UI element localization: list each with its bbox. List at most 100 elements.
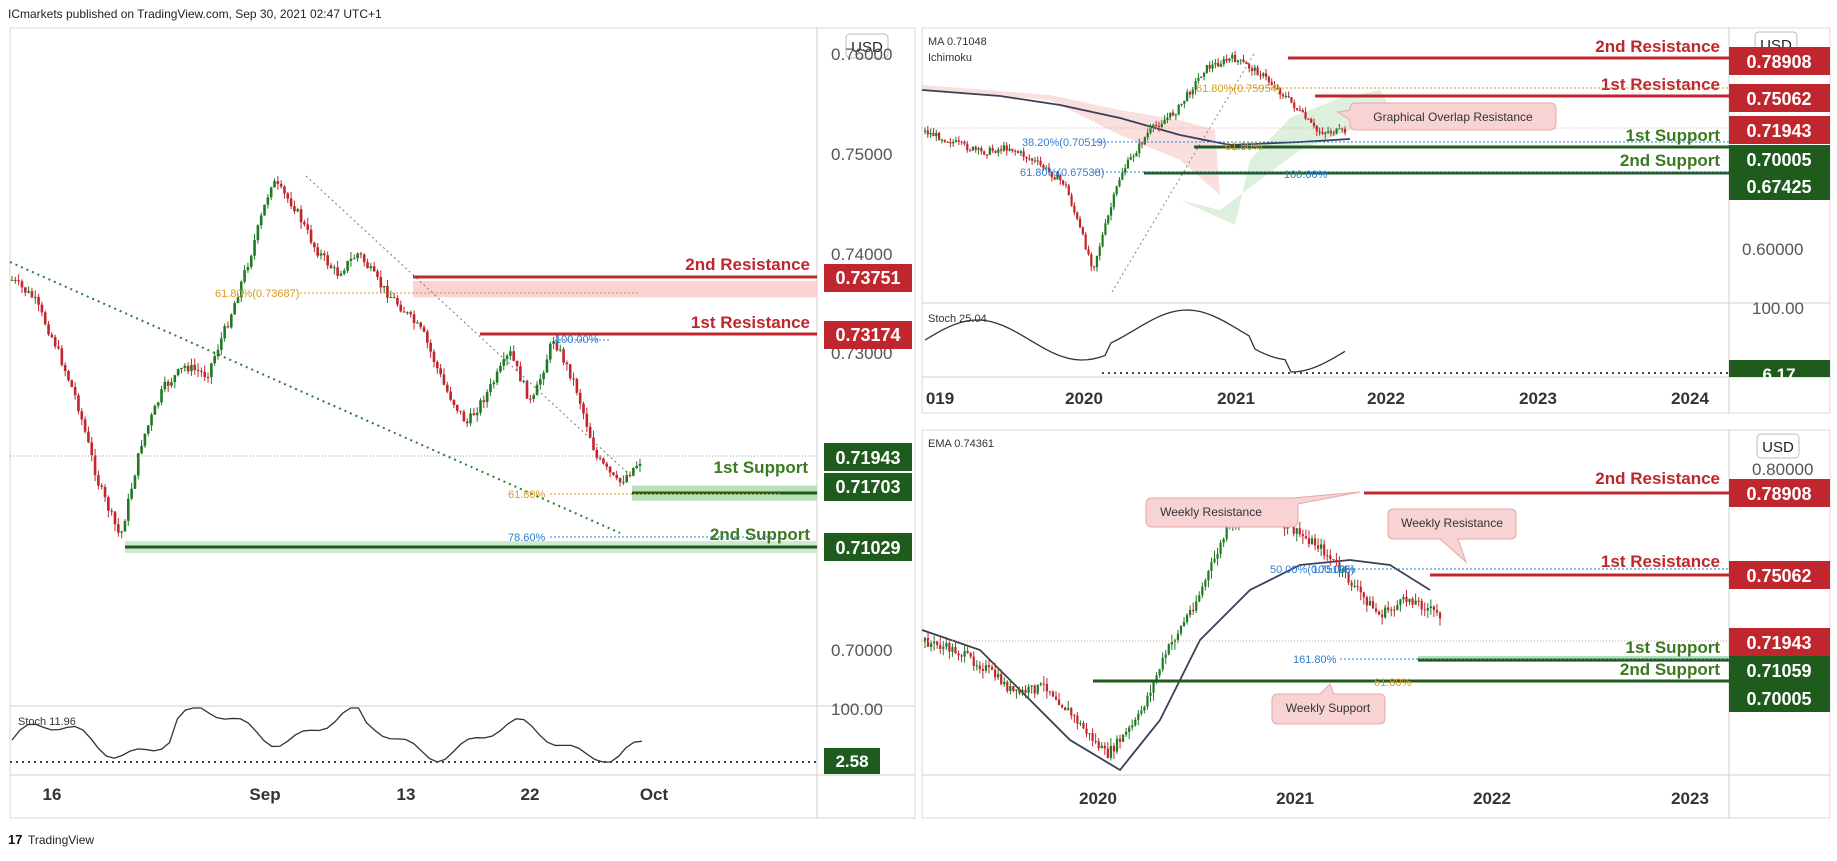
tr-candle	[1138, 143, 1141, 154]
left-date-tick: Sep	[249, 785, 280, 804]
left-osc-label: Stoch 11.96	[18, 716, 76, 728]
tr-candle	[1197, 77, 1200, 81]
left-candle	[346, 260, 349, 271]
tr-candle	[1293, 102, 1296, 109]
br-candle	[987, 665, 991, 668]
br-candle	[1310, 538, 1314, 545]
left-candle	[180, 367, 183, 370]
tr-2nd-support-price	[1729, 172, 1830, 200]
tr-candle	[1036, 160, 1039, 162]
br-candle	[1390, 609, 1393, 611]
br-candle	[1204, 580, 1207, 587]
left-candle	[622, 482, 625, 484]
left-candle	[329, 265, 333, 269]
tr-candle	[997, 149, 1000, 153]
tr-candle	[1160, 124, 1163, 128]
bottom-right-panel: EMA 0.74361 USD 0.80000 2020 2021 2022 2…	[921, 429, 1831, 819]
left-candle	[133, 475, 137, 489]
left-candle	[568, 364, 572, 379]
left-candle	[269, 187, 273, 198]
tr-candle	[949, 142, 952, 144]
br-candle	[1000, 674, 1003, 685]
left-trendline	[305, 175, 633, 478]
left-candle	[409, 312, 413, 315]
tr-candle	[991, 147, 994, 151]
left-candle	[419, 322, 422, 328]
br-candle	[1426, 608, 1429, 611]
left-currency-box[interactable]	[845, 33, 889, 59]
br-candle	[1374, 608, 1378, 612]
tr-candle	[957, 140, 960, 142]
br-candle	[1076, 715, 1079, 724]
br-candle	[1216, 553, 1219, 559]
tr-candle	[1081, 227, 1084, 235]
br-weekly-resistance-2[interactable]: Weekly Resistance	[1387, 508, 1517, 564]
tr-candle	[1341, 128, 1344, 130]
tradingview-logo: 17 TradingView	[8, 832, 94, 847]
left-osc-value: 2.58	[835, 752, 868, 771]
left-date-tick: 22	[521, 785, 540, 804]
left-candle	[233, 303, 236, 315]
left-candle	[146, 425, 150, 434]
br-candle	[1335, 559, 1338, 563]
br-candle	[1146, 695, 1149, 707]
left-candle	[123, 520, 127, 532]
br-weekly-support[interactable]: Weekly Support	[1271, 683, 1386, 725]
tr-candle	[1315, 125, 1318, 132]
left-candle	[40, 304, 44, 313]
br-weekly-resistance-1[interactable]: Weekly Resistance	[1145, 491, 1361, 528]
tr-candle	[1279, 88, 1282, 95]
br-fib-label: 50.00%(0.75195)	[1270, 564, 1354, 576]
tr-candle	[923, 130, 927, 132]
left-candle	[57, 346, 60, 349]
left-candle	[60, 348, 64, 366]
tr-candle	[1191, 89, 1194, 95]
br-1st-resistance-value: 0.75062	[1746, 566, 1811, 586]
tr-candle	[935, 132, 938, 137]
left-candle	[173, 375, 177, 383]
tr-candle	[1205, 65, 1208, 73]
br-candle	[1417, 600, 1420, 602]
left-candle	[249, 255, 253, 267]
left-candle	[309, 229, 313, 243]
left-candle	[120, 531, 123, 533]
left-candle	[376, 271, 379, 277]
tr-cloud-green	[1180, 90, 1390, 225]
left-candle	[592, 437, 595, 450]
tr-candle	[1174, 114, 1177, 116]
br-2nd-resistance-value: 0.78908	[1746, 484, 1811, 504]
br-candle	[1140, 710, 1143, 714]
left-1st-resistance-label: 1st Resistance	[691, 313, 810, 332]
left-candle	[558, 349, 562, 351]
left-candle	[615, 474, 619, 479]
left-candle	[618, 478, 622, 483]
left-candle	[489, 384, 492, 393]
tr-candle	[1329, 131, 1333, 133]
left-candle	[53, 337, 57, 347]
tr-1st-resistance-value: 0.75062	[1746, 89, 1811, 109]
tr-candle	[960, 141, 963, 143]
left-candle	[469, 413, 472, 424]
tr-candle	[1276, 88, 1279, 90]
br-candle	[1131, 725, 1134, 728]
left-osc-line	[11, 707, 643, 763]
br-candle	[1387, 607, 1390, 611]
br-candle	[1295, 528, 1298, 534]
br-candle	[1045, 683, 1048, 692]
br-candle	[1429, 606, 1432, 609]
tr-candle	[1140, 143, 1144, 145]
tr-candle	[1262, 73, 1265, 76]
tr-candle	[1225, 58, 1228, 61]
tr-overlap-annotation[interactable]: Graphical Overlap Resistance	[1336, 102, 1557, 131]
br-currency-box[interactable]	[1756, 433, 1800, 459]
br-candle	[1036, 684, 1039, 694]
tr-osc-top: 100.00	[1752, 299, 1804, 318]
br-candle	[1307, 538, 1311, 545]
left-candle	[126, 498, 130, 521]
tr-candle	[969, 150, 972, 152]
br-candle	[1021, 689, 1024, 694]
left-candle	[87, 431, 90, 443]
tr-candle	[1157, 125, 1161, 128]
